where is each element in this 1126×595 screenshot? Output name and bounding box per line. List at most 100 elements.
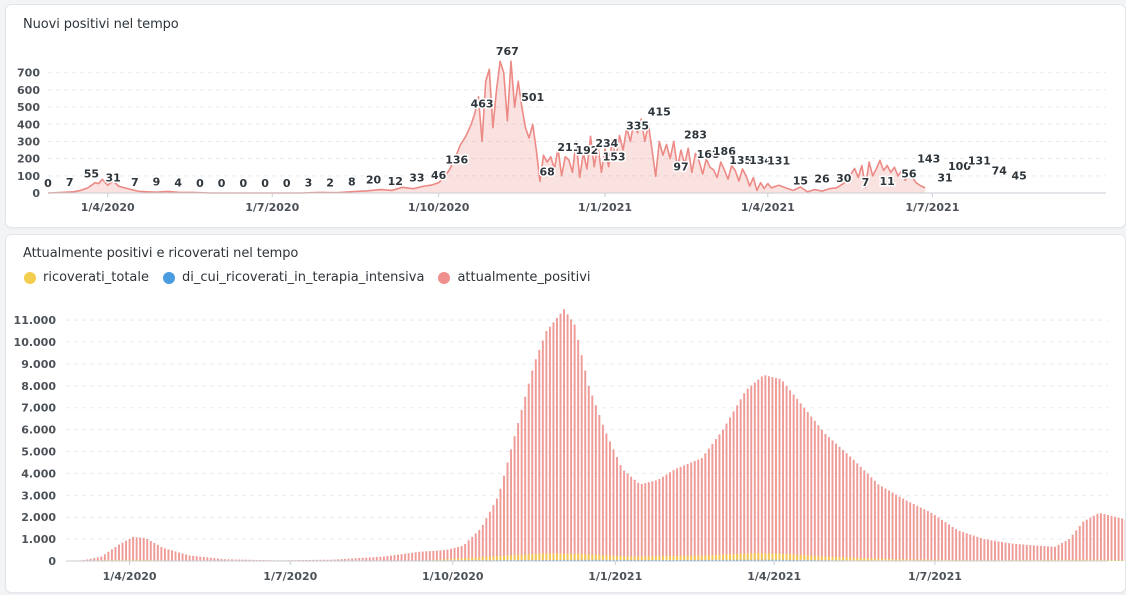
bar: [679, 466, 682, 561]
data-label: 9: [153, 175, 161, 188]
bar: [820, 429, 823, 561]
bar: [146, 559, 149, 561]
bar-series-ricoverati_totale: [68, 553, 1125, 561]
bar: [722, 429, 724, 561]
bar: [1022, 544, 1025, 561]
bar: [796, 398, 799, 561]
bar: [619, 465, 622, 561]
data-label: 97: [673, 160, 688, 173]
bar: [835, 557, 837, 561]
bar: [803, 407, 806, 561]
y-tick-label: 300: [17, 135, 40, 148]
x-tick-label: 1/1/2021: [588, 570, 642, 583]
bar: [139, 559, 142, 561]
bar: [732, 554, 735, 561]
bar: [1110, 559, 1113, 561]
bar: [958, 530, 961, 561]
bar: [1046, 559, 1049, 561]
bar: [1068, 559, 1071, 561]
bar: [1121, 518, 1124, 561]
bar: [492, 556, 495, 561]
data-label: 0: [283, 177, 291, 190]
bar: [499, 488, 502, 561]
chart-legend: ricoverati_totale di_cui_ricoverati_in_t…: [24, 270, 605, 285]
bar: [1064, 559, 1067, 561]
bar: [711, 559, 714, 561]
data-label: 7: [862, 176, 870, 189]
bar: [534, 553, 537, 561]
bar: [1054, 546, 1056, 561]
bar: [548, 553, 551, 561]
bar: [315, 559, 318, 561]
bar: [725, 423, 728, 561]
bar: [831, 440, 834, 561]
x-tick-label: 1/10/2020: [408, 201, 470, 214]
bar: [326, 559, 329, 561]
bar: [743, 553, 746, 561]
bar: [997, 541, 1000, 561]
bar: [142, 559, 145, 561]
bar: [633, 559, 636, 561]
legend-item-terapia-intensiva[interactable]: di_cui_ricoverati_in_terapia_intensiva: [163, 270, 424, 285]
bar: [601, 559, 604, 561]
bar: [358, 558, 361, 561]
bar: [591, 554, 594, 561]
bar: [842, 557, 845, 561]
bar: [753, 559, 756, 561]
bar: [121, 542, 124, 561]
bar: [495, 556, 498, 561]
bar: [760, 376, 763, 561]
bar: [1103, 514, 1106, 561]
legend-item-ricoverati-totale[interactable]: ricoverati_totale: [24, 270, 149, 285]
data-label: 31: [937, 172, 952, 185]
bar: [223, 559, 226, 561]
legend-dot: [438, 271, 451, 284]
bar: [944, 559, 947, 561]
bar: [435, 550, 438, 561]
legend-item-attualmente-positivi[interactable]: attualmente_positivi: [438, 270, 591, 285]
bar: [1061, 559, 1064, 561]
bar: [640, 556, 643, 561]
bar: [450, 558, 452, 561]
bar: [365, 557, 368, 561]
data-label: 68: [540, 165, 555, 178]
bar: [347, 558, 350, 561]
bar: [1068, 539, 1071, 561]
bar: [1082, 521, 1085, 561]
series-area: [48, 61, 926, 193]
bar: [1036, 559, 1039, 561]
bar: [1043, 546, 1046, 561]
bar: [319, 559, 322, 561]
bar: [510, 555, 513, 561]
bar: [520, 409, 523, 561]
bar: [746, 388, 749, 561]
bar: [513, 555, 516, 561]
bar: [983, 539, 986, 561]
bar: [241, 559, 244, 561]
bar: [471, 536, 474, 561]
bar: [799, 554, 802, 561]
bar: [1078, 525, 1081, 561]
bar: [601, 424, 604, 561]
bar: [1039, 545, 1042, 561]
data-label: 15: [793, 174, 808, 187]
data-label: 33: [409, 171, 424, 184]
bar: [891, 492, 894, 561]
bar: [93, 558, 96, 561]
bar: [690, 462, 693, 561]
bar: [891, 559, 894, 561]
data-label: 136: [445, 154, 468, 167]
bar: [386, 556, 389, 561]
bar: [909, 559, 912, 561]
bar: [563, 559, 566, 561]
bar: [764, 553, 767, 561]
data-label: 100: [948, 160, 971, 173]
bar: [898, 559, 901, 561]
bar: [1075, 530, 1078, 561]
bar: [704, 453, 707, 561]
bar: [707, 559, 710, 561]
bar: [464, 543, 467, 561]
bar: [163, 548, 166, 561]
data-label: 234: [595, 137, 618, 150]
data-label: 4: [174, 176, 182, 189]
